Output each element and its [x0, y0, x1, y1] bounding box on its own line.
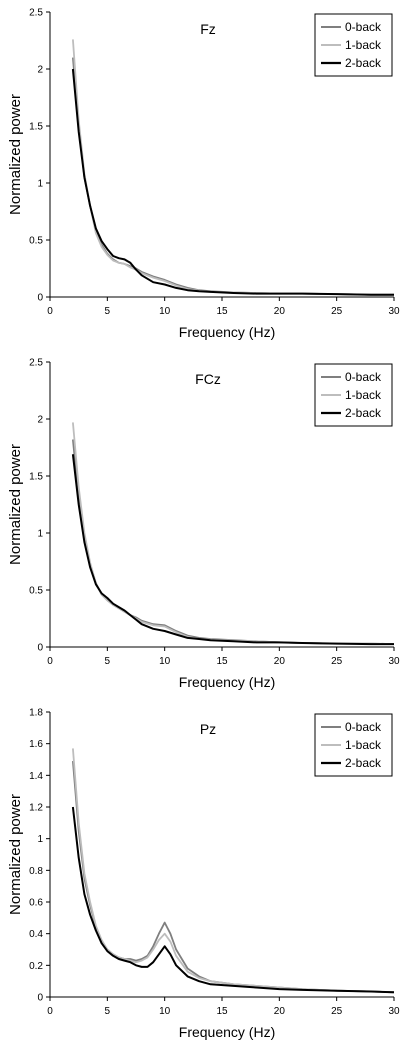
y-axis-label: Normalized power: [7, 444, 24, 565]
y-axis-label: Normalized power: [7, 794, 24, 915]
y-axis-label: Normalized power: [7, 94, 24, 215]
x-tick-label: 30: [388, 1006, 400, 1017]
y-tick-label: 2.5: [29, 358, 43, 369]
y-tick-label: 2.5: [29, 8, 43, 19]
chart-title: Fz: [200, 21, 216, 37]
x-tick-label: 25: [331, 306, 343, 317]
x-tick-label: 10: [159, 306, 171, 317]
x-tick-label: 30: [388, 656, 400, 667]
y-tick-label: 0: [37, 993, 43, 1004]
chart-panel-pz: 0 0.2 0.4 0.6 0.8 1 1.2 1.4 1.6 1.8 0 5 10 15 20 25 30 Fr…: [0, 700, 410, 1050]
x-tick-label: 15: [216, 1006, 228, 1017]
y-tick-label: 1.6: [29, 739, 43, 750]
x-tick-label: 5: [105, 656, 111, 667]
y-tick-label: 1: [37, 179, 43, 190]
x-tick-label: 15: [216, 306, 228, 317]
series-line-0-back: [72, 439, 395, 645]
chart-svg-fcz: 0 0.5 1 1.5 2 2.5 0 5 10 15 20 25 30 Frequency (Hz) No…: [7, 358, 400, 691]
x-axis-label: Frequency (Hz): [179, 1024, 275, 1040]
x-tick-label: 5: [105, 306, 111, 317]
y-tick-label: 1.5: [29, 472, 43, 483]
y-tick-label: 1.8: [29, 708, 43, 719]
legend-label-0-back: 0-back: [345, 370, 382, 384]
y-tick-label: 1.2: [29, 803, 43, 814]
x-tick-label: 25: [331, 656, 343, 667]
y-tick-label: 0: [37, 293, 43, 304]
y-tick-label: 0.5: [29, 586, 43, 597]
series-line-2-back: [71, 454, 394, 646]
y-tick-label: 2: [37, 65, 43, 76]
y-tick-label: 0.4: [29, 929, 43, 940]
y-tick-label: 0.2: [29, 961, 43, 972]
series-line-1-back: [72, 422, 395, 645]
x-tick-label: 0: [47, 656, 53, 667]
chart-svg-pz: 0 0.2 0.4 0.6 0.8 1 1.2 1.4 1.6 1.8 0 5 10 15 20 25 30 Fr…: [7, 708, 400, 1041]
legend-label-1-back: 1-back: [345, 38, 382, 52]
series-line-1-back: [72, 748, 395, 994]
legend-label-2-back: 2-back: [345, 756, 382, 770]
chart-svg-fz: 0 0.5 1 1.5 2 2.5 0 5 10 15 20 25 30 Frequency (Hz) No…: [7, 8, 400, 341]
x-tick-label: 15: [216, 656, 228, 667]
legend-label-0-back: 0-back: [345, 20, 382, 34]
chart-title: Pz: [200, 721, 216, 737]
x-tick-label: 30: [388, 306, 400, 317]
y-tick-label: 0.8: [29, 866, 43, 877]
series-line-1-back: [72, 39, 394, 296]
x-tick-label: 20: [274, 306, 286, 317]
x-tick-label: 10: [159, 1006, 171, 1017]
y-tick-label: 1: [37, 529, 43, 540]
series-line-2-back: [71, 68, 394, 296]
y-tick-label: 0.6: [29, 898, 43, 909]
x-tick-label: 10: [159, 656, 171, 667]
legend-label-2-back: 2-back: [345, 56, 382, 70]
y-tick-label: 1.5: [29, 122, 43, 133]
y-tick-label: 1: [37, 834, 43, 845]
x-tick-label: 0: [47, 306, 53, 317]
chart-title: FCz: [195, 371, 221, 387]
legend-label-1-back: 1-back: [345, 738, 382, 752]
x-axis-label: Frequency (Hz): [179, 674, 275, 690]
legend-label-2-back: 2-back: [345, 406, 382, 420]
x-axis-label: Frequency (Hz): [179, 324, 275, 340]
x-tick-label: 25: [331, 1006, 343, 1017]
x-tick-label: 20: [274, 656, 286, 667]
x-tick-label: 5: [105, 1006, 111, 1017]
x-tick-label: 20: [274, 1006, 286, 1017]
x-tick-label: 0: [47, 1006, 53, 1017]
y-tick-label: 0: [37, 643, 43, 654]
y-tick-label: 1.4: [29, 771, 43, 782]
chart-panel-fcz: 0 0.5 1 1.5 2 2.5 0 5 10 15 20 25 30 Frequency (Hz) No…: [0, 350, 410, 700]
y-tick-label: 0.5: [29, 236, 43, 247]
legend-label-0-back: 0-back: [345, 720, 382, 734]
y-tick-label: 2: [37, 415, 43, 426]
series-line-2-back: [71, 806, 395, 994]
legend-label-1-back: 1-back: [345, 388, 382, 402]
chart-panel-fz: 0 0.5 1 1.5 2 2.5 0 5 10 15 20 25 30 Frequency (Hz) No…: [0, 0, 410, 350]
